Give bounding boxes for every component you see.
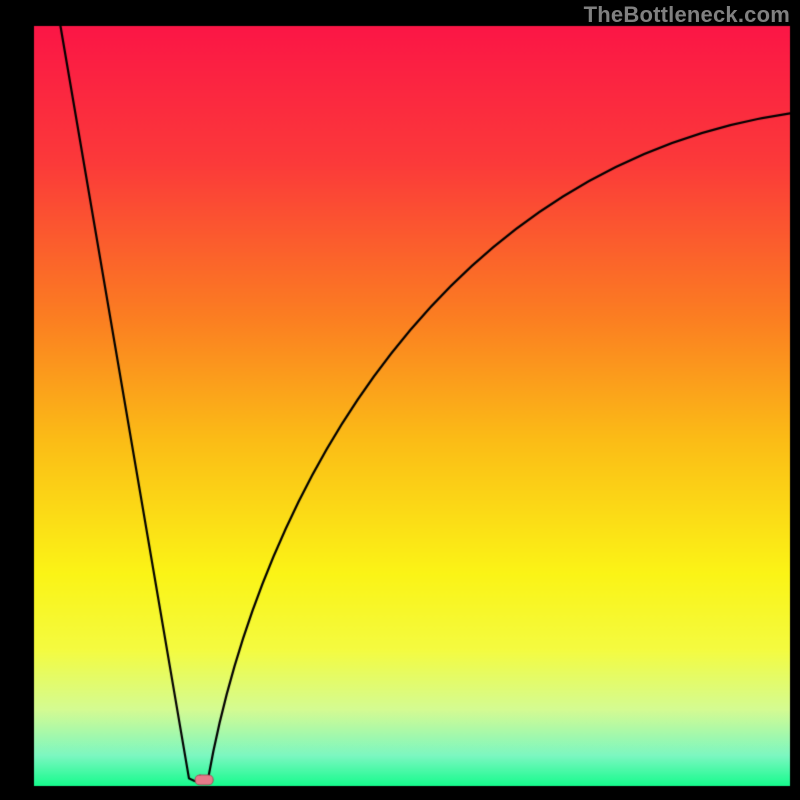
bottleneck-chart-container: TheBottleneck.com bbox=[0, 0, 800, 800]
bottleneck-chart-canvas bbox=[0, 0, 800, 800]
watermark-label: TheBottleneck.com bbox=[584, 2, 790, 28]
